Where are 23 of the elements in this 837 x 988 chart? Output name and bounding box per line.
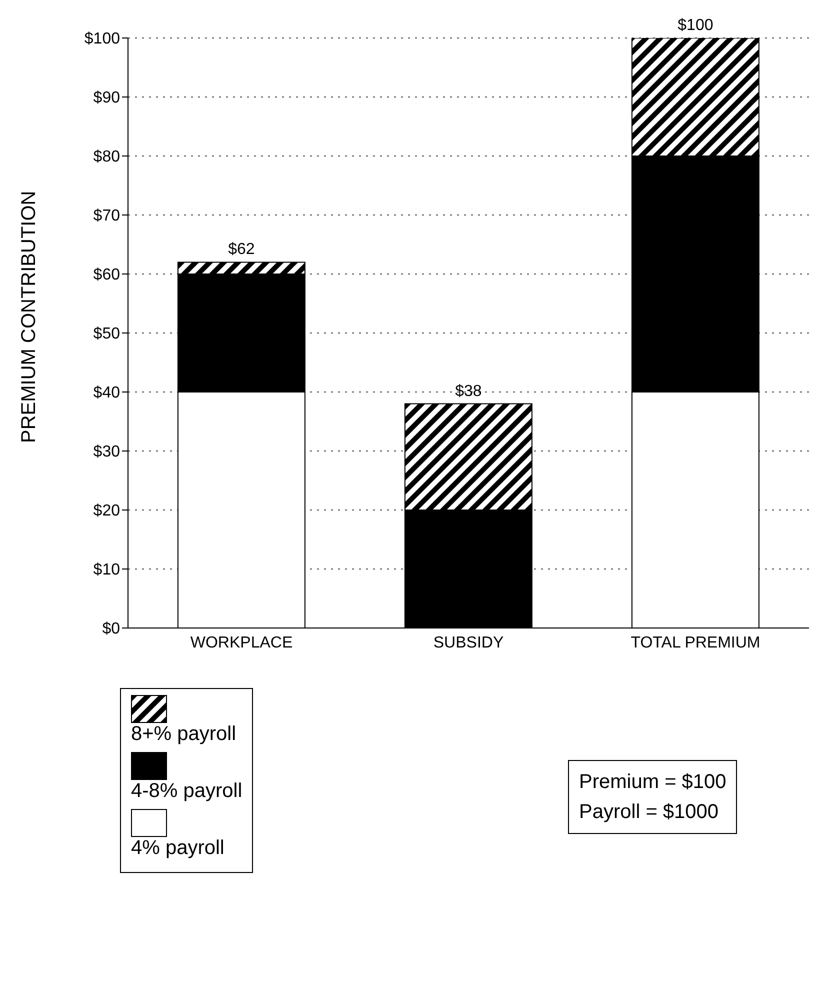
legend-label: 4% payroll xyxy=(131,837,226,860)
y-tick-label: $50 xyxy=(93,326,120,343)
y-tick-label: $30 xyxy=(93,444,120,461)
total-label: $100 xyxy=(678,17,714,34)
x-tick-label: SUBSIDY xyxy=(433,634,504,652)
y-tick-label: $60 xyxy=(93,266,120,284)
legend-label: 4-8% payroll xyxy=(131,780,242,803)
legend-label: 8+% payroll xyxy=(131,723,238,746)
y-tick-label: $10 xyxy=(93,562,120,579)
y-tick-label: $40 xyxy=(93,384,120,402)
text: Premium = $100 xyxy=(579,770,726,795)
y-axis-title: PREMIUM CONTRIBUTION xyxy=(18,190,40,443)
y-tick-label: $90 xyxy=(93,90,120,107)
y-tick-label: $100 xyxy=(84,30,120,48)
total-label: $38 xyxy=(455,382,482,400)
total-label: $62 xyxy=(228,241,255,258)
x-tick-label: WORKPLACE xyxy=(190,634,293,652)
x-tick-label: TOTAL PREMIUM xyxy=(630,634,760,652)
y-tick-label: $20 xyxy=(93,502,120,520)
y-tick-label: $0 xyxy=(102,620,120,638)
y-tick-label: $70 xyxy=(93,208,120,225)
y-tick-label: $80 xyxy=(93,148,120,166)
text: Payroll = $1000 xyxy=(579,800,720,825)
